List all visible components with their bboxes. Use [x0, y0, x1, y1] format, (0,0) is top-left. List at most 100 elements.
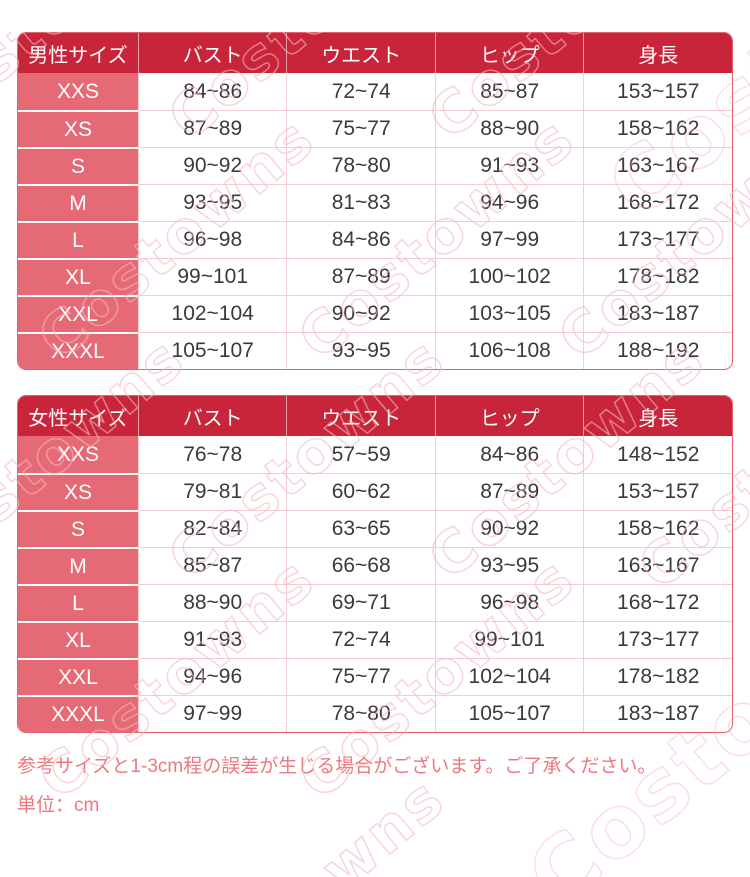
- size-label: M: [18, 184, 138, 221]
- bust-value: 99~101: [137, 258, 287, 295]
- table-row: L 96~98 84~86 97~99 173~177: [18, 221, 732, 258]
- waist-value: 84~86: [286, 221, 435, 258]
- column-header-height: 身長: [583, 396, 732, 436]
- hip-value: 91~93: [434, 147, 584, 184]
- height-value: 183~187: [583, 695, 732, 732]
- hip-value: 106~108: [434, 332, 584, 369]
- waist-value: 81~83: [286, 184, 435, 221]
- column-header-waist: ウエスト: [286, 33, 435, 73]
- size-tolerance-note: 参考サイズと1-3cm程の誤差が生じる場合がございます。ご了承ください。: [17, 756, 657, 777]
- size-label: XS: [18, 110, 138, 147]
- hip-value: 96~98: [434, 584, 584, 621]
- bust-value: 97~99: [137, 695, 287, 732]
- waist-value: 93~95: [286, 332, 435, 369]
- table-row: S 82~84 63~65 90~92 158~162: [18, 510, 732, 547]
- table-row: XXL 102~104 90~92 103~105 183~187: [18, 295, 732, 332]
- waist-value: 75~77: [286, 110, 435, 147]
- table-row: XL 91~93 72~74 99~101 173~177: [18, 621, 732, 658]
- waist-value: 63~65: [286, 510, 435, 547]
- table-row: XS 79~81 60~62 87~89 153~157: [18, 473, 732, 510]
- table-row: XXS 84~86 72~74 85~87 153~157: [18, 73, 732, 110]
- table-row: XS 87~89 75~77 88~90 158~162: [18, 110, 732, 147]
- unit-note: 単位：cm: [17, 794, 100, 816]
- waist-value: 78~80: [286, 147, 435, 184]
- table-row: S 90~92 78~80 91~93 163~167: [18, 147, 732, 184]
- size-label: XXS: [18, 73, 138, 110]
- waist-value: 72~74: [286, 73, 435, 110]
- table-row: XL 99~101 87~89 100~102 178~182: [18, 258, 732, 295]
- height-value: 168~172: [583, 184, 732, 221]
- hip-value: 99~101: [434, 621, 584, 658]
- header-row: 女性サイズ バスト ウエスト ヒップ 身長: [18, 396, 732, 436]
- column-header-hip: ヒップ: [434, 33, 584, 73]
- height-value: 163~167: [583, 147, 732, 184]
- table-row: L 88~90 69~71 96~98 168~172: [18, 584, 732, 621]
- hip-value: 102~104: [434, 658, 584, 695]
- bust-value: 79~81: [137, 473, 287, 510]
- waist-value: 90~92: [286, 295, 435, 332]
- column-header-bust: バスト: [137, 396, 287, 436]
- height-value: 158~162: [583, 510, 732, 547]
- bust-value: 88~90: [137, 584, 287, 621]
- hip-value: 100~102: [434, 258, 584, 295]
- mens-size-table: 男性サイズ バスト ウエスト ヒップ 身長 XXS 84~86 72~74 85…: [18, 33, 732, 369]
- bust-value: 96~98: [137, 221, 287, 258]
- waist-value: 87~89: [286, 258, 435, 295]
- hip-value: 84~86: [434, 436, 584, 473]
- waist-value: 57~59: [286, 436, 435, 473]
- column-header-bust: バスト: [137, 33, 287, 73]
- size-label: XXL: [18, 658, 138, 695]
- size-label: L: [18, 221, 138, 258]
- table-row: M 85~87 66~68 93~95 163~167: [18, 547, 732, 584]
- bust-value: 85~87: [137, 547, 287, 584]
- column-header-men-size: 男性サイズ: [18, 33, 138, 73]
- height-value: 178~182: [583, 258, 732, 295]
- bust-value: 105~107: [137, 332, 287, 369]
- mens-size-table-card: 男性サイズ バスト ウエスト ヒップ 身長 XXS 84~86 72~74 85…: [17, 32, 733, 370]
- waist-value: 66~68: [286, 547, 435, 584]
- size-label: L: [18, 584, 138, 621]
- bust-value: 82~84: [137, 510, 287, 547]
- bust-value: 76~78: [137, 436, 287, 473]
- size-label: XXXL: [18, 695, 138, 732]
- size-label: S: [18, 510, 138, 547]
- size-label: XXS: [18, 436, 138, 473]
- bust-value: 84~86: [137, 73, 287, 110]
- size-label: XXL: [18, 295, 138, 332]
- size-label: XL: [18, 621, 138, 658]
- size-label: XXXL: [18, 332, 138, 369]
- hip-value: 90~92: [434, 510, 584, 547]
- column-header-hip: ヒップ: [434, 396, 584, 436]
- footer-notes: 参考サイズと1-3cm程の誤差が生じる場合がございます。ご了承ください。 単位：…: [17, 755, 733, 818]
- hip-value: 103~105: [434, 295, 584, 332]
- height-value: 173~177: [583, 221, 732, 258]
- size-label: M: [18, 547, 138, 584]
- height-value: 188~192: [583, 332, 732, 369]
- height-value: 173~177: [583, 621, 732, 658]
- hip-value: 105~107: [434, 695, 584, 732]
- size-label: S: [18, 147, 138, 184]
- waist-value: 75~77: [286, 658, 435, 695]
- table-row: XXS 76~78 57~59 84~86 148~152: [18, 436, 732, 473]
- hip-value: 97~99: [434, 221, 584, 258]
- header-row: 男性サイズ バスト ウエスト ヒップ 身長: [18, 33, 732, 73]
- waist-value: 69~71: [286, 584, 435, 621]
- bust-value: 87~89: [137, 110, 287, 147]
- hip-value: 93~95: [434, 547, 584, 584]
- hip-value: 94~96: [434, 184, 584, 221]
- height-value: 153~157: [583, 73, 732, 110]
- height-value: 153~157: [583, 473, 732, 510]
- bust-value: 91~93: [137, 621, 287, 658]
- womens-size-table-card: 女性サイズ バスト ウエスト ヒップ 身長 XXS 76~78 57~59 84…: [17, 395, 733, 733]
- size-label: XL: [18, 258, 138, 295]
- height-value: 178~182: [583, 658, 732, 695]
- size-label: XS: [18, 473, 138, 510]
- hip-value: 85~87: [434, 73, 584, 110]
- table-row: XXXL 97~99 78~80 105~107 183~187: [18, 695, 732, 732]
- waist-value: 78~80: [286, 695, 435, 732]
- bust-value: 94~96: [137, 658, 287, 695]
- height-value: 168~172: [583, 584, 732, 621]
- table-row: XXL 94~96 75~77 102~104 178~182: [18, 658, 732, 695]
- hip-value: 87~89: [434, 473, 584, 510]
- womens-size-table: 女性サイズ バスト ウエスト ヒップ 身長 XXS 76~78 57~59 84…: [18, 396, 732, 732]
